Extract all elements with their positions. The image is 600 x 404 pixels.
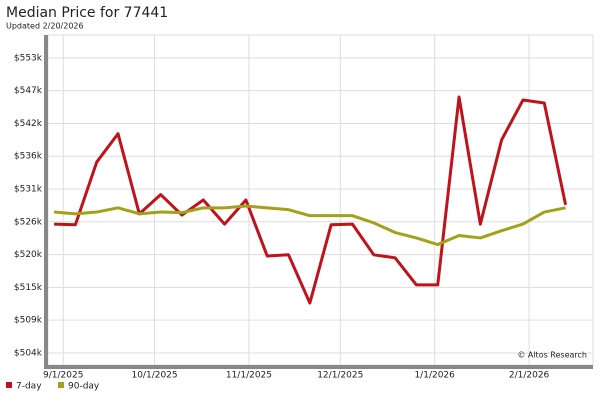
x-tick-label: 9/1/2025 xyxy=(43,371,83,381)
x-tick-label: 1/1/2026 xyxy=(414,371,455,381)
x-tick-label: 2/1/2026 xyxy=(509,371,550,381)
series-line xyxy=(53,204,566,247)
x-tick-label: 10/1/2025 xyxy=(131,371,177,381)
x-tick-label: 11/1/2025 xyxy=(226,371,272,381)
chart-subtitle: Updated 2/20/2026 xyxy=(6,22,84,31)
y-tick-label: $509k xyxy=(14,316,43,326)
legend-label: 7-day xyxy=(16,382,42,392)
x-axis-bar xyxy=(44,365,593,369)
legend-swatch xyxy=(6,382,12,388)
y-tick-label: $504k xyxy=(14,348,43,358)
y-tick-label: $553k xyxy=(14,53,43,63)
chart-title: Median Price for 77441 xyxy=(6,5,168,21)
y-tick-label: $526k xyxy=(14,217,43,227)
y-tick-label: $515k xyxy=(14,283,43,293)
legend-swatch xyxy=(58,382,64,388)
y-axis-bar xyxy=(44,35,48,369)
annotation: © Altos Research xyxy=(517,351,587,360)
y-tick-label: $547k xyxy=(14,86,43,96)
x-tick-label: 12/1/2025 xyxy=(317,371,363,381)
y-tick-label: $536k xyxy=(14,152,43,162)
y-tick-label: $542k xyxy=(14,119,43,129)
y-tick-label: $531k xyxy=(14,185,43,195)
y-tick-label: $520k xyxy=(14,250,43,260)
plot-area xyxy=(47,34,594,366)
legend-label: 90-day xyxy=(68,382,100,392)
